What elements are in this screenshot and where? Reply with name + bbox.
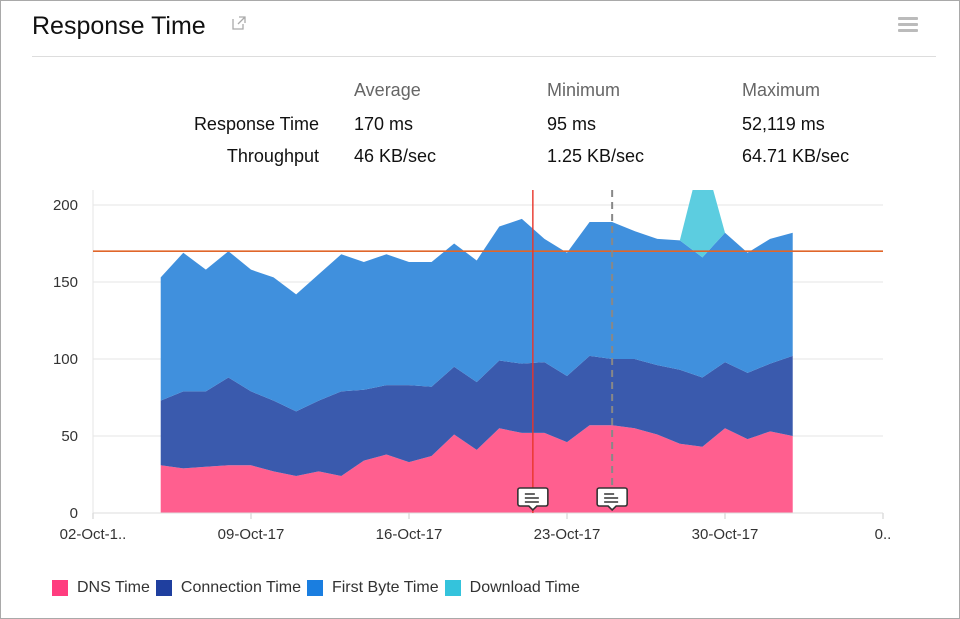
x-tick-label: 30-Oct-17 xyxy=(692,526,759,543)
y-tick-label: 50 xyxy=(61,428,78,445)
response-time-chart: 0 50 100 150 200 02-Oct-1.. 09-Oct-17 16-Oct-17… xyxy=(53,190,892,543)
legend-swatch xyxy=(52,580,68,596)
stats-header-maximum: Maximum xyxy=(742,80,821,100)
legend-item-first-byte[interactable]: First Byte Time xyxy=(306,579,439,597)
header-divider xyxy=(32,56,936,57)
x-tick-label: 02-Oct-1.. xyxy=(60,526,127,543)
stats-header-minimum: Minimum xyxy=(547,80,621,100)
legend-label: Download Time xyxy=(469,579,580,596)
stats-value: 52,119 ms xyxy=(742,114,825,134)
stats-row-label: Throughput xyxy=(226,146,319,166)
stats-value: 46 KB/sec xyxy=(354,146,437,166)
legend-label: DNS Time xyxy=(77,579,150,596)
hamburger-menu-icon[interactable] xyxy=(898,17,918,33)
legend-item-download[interactable]: Download Time xyxy=(444,579,580,597)
x-tick-label: 0.. xyxy=(875,526,892,543)
widget-title: Response Time xyxy=(32,12,206,40)
x-tick-label: 09-Oct-17 xyxy=(218,526,285,543)
stats-value: 170 ms xyxy=(354,114,414,134)
stats-value: 95 ms xyxy=(547,114,597,134)
stats-value: 64.71 KB/sec xyxy=(742,146,850,166)
area-dns-time xyxy=(160,425,793,513)
x-tick-label: 23-Oct-17 xyxy=(534,526,601,543)
area-connection-time xyxy=(160,355,793,477)
y-tick-label: 100 xyxy=(53,351,78,368)
comment-icon[interactable] xyxy=(517,487,549,512)
x-tick-label: 16-Oct-17 xyxy=(376,526,443,543)
area-first-byte-time xyxy=(160,218,793,412)
comment-icon[interactable] xyxy=(596,487,628,512)
y-tick-label: 0 xyxy=(70,505,78,522)
legend-item-dns[interactable]: DNS Time xyxy=(52,579,150,597)
stats-value: 1.25 KB/sec xyxy=(547,146,645,166)
legend-swatch xyxy=(155,580,172,596)
y-tick-label: 200 xyxy=(53,197,78,214)
legend-swatch xyxy=(444,580,461,596)
y-tick-label: 150 xyxy=(53,274,78,291)
legend-label: First Byte Time xyxy=(331,579,439,596)
legend-swatch xyxy=(306,580,323,596)
stats-row-label: Response Time xyxy=(193,114,319,134)
external-link-icon[interactable] xyxy=(232,16,246,30)
chart-legend: DNS Time Connection Time First Byte Time… xyxy=(52,579,586,597)
stats-header-average: Average xyxy=(354,80,421,100)
legend-item-connection[interactable]: Connection Time xyxy=(155,579,301,597)
legend-label: Connection Time xyxy=(180,579,301,596)
